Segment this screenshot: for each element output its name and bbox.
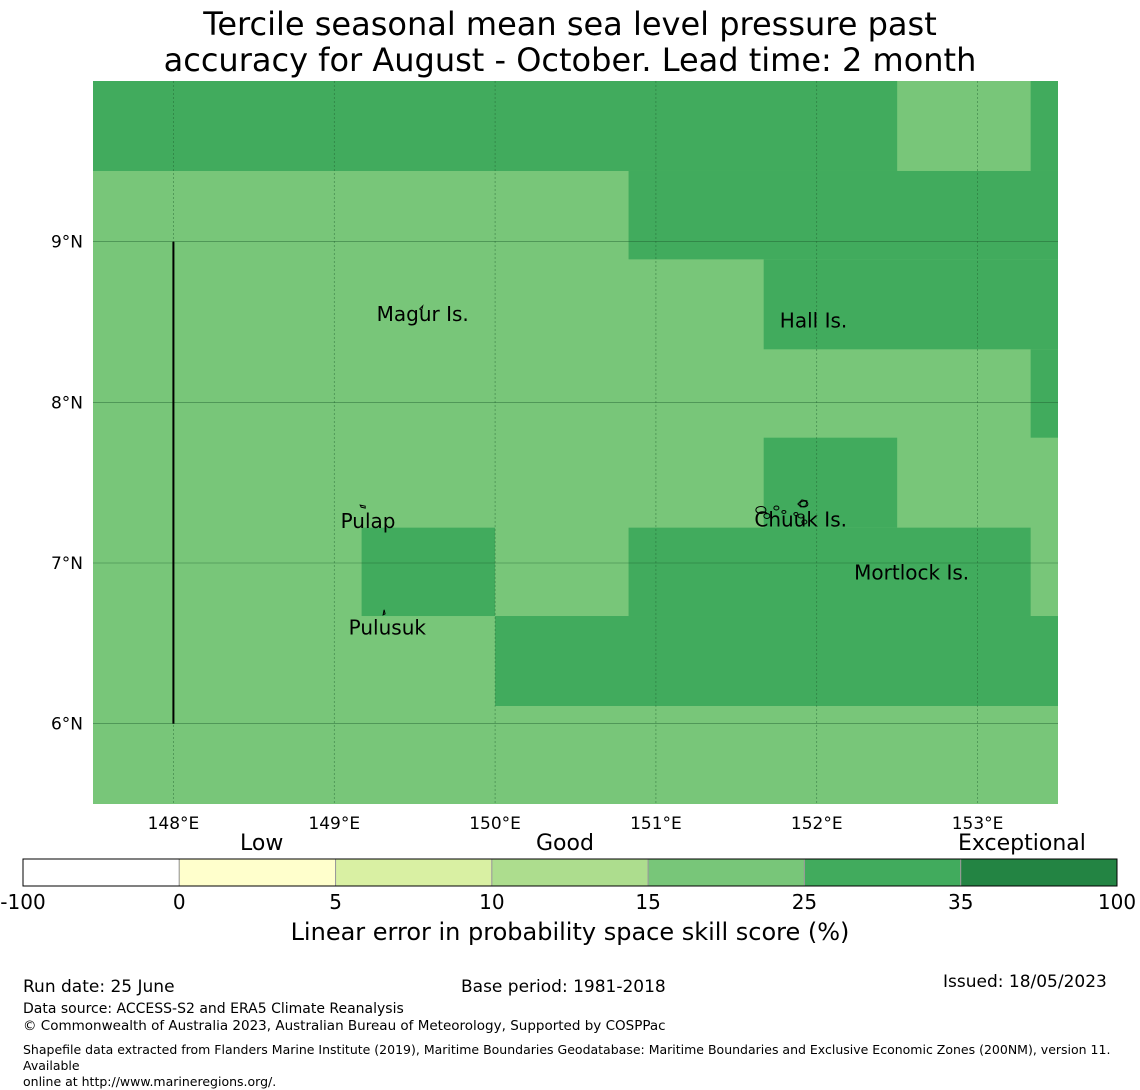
place-labels: Magur Is. Hall Is. Pulap Chuuk Is. Mortlock …	[341, 302, 970, 639]
longitude-tick-label: 152°E	[791, 814, 843, 834]
map-title: Tercile seasonal mean sea level pressure…	[0, 6, 1140, 78]
colorbar-segment	[22, 858, 180, 887]
colorbar-label: Linear error in probability space skill …	[290, 918, 850, 946]
skill-cell	[495, 616, 1058, 706]
coastlines	[359, 304, 809, 616]
skill-cell	[361, 527, 496, 617]
colorbar-tick-label: 35	[947, 890, 974, 914]
colorbar-segment	[491, 858, 649, 887]
map-title-line-1: Tercile seasonal mean sea level pressure…	[203, 5, 937, 43]
island-outline	[797, 513, 805, 519]
place-label: Chuuk Is.	[754, 508, 847, 532]
colorbar-category-low: Low	[240, 831, 284, 856]
longitude-tick-label: 149°E	[308, 814, 360, 834]
skill-cell	[763, 259, 1058, 350]
colorbar-tick-label: 0	[172, 890, 186, 914]
map-title-line-2: accuracy for August - October. Lead time…	[163, 41, 977, 79]
skill-map: Magur Is. Hall Is. Pulap Chuuk Is. Mortlock …	[51, 81, 1058, 834]
skill-cell	[628, 170, 1058, 260]
place-label: Hall Is.	[780, 308, 847, 332]
latitude-tick-label: 9°N	[51, 233, 83, 253]
skill-cell	[1030, 81, 1058, 171]
run-date: Run date: 25 June	[23, 977, 175, 997]
island-outline	[773, 505, 780, 511]
base-period: Base period: 1981-2018	[461, 977, 666, 997]
place-label: Mortlock Is.	[854, 561, 969, 585]
colorbar-tick-label: -100	[0, 890, 46, 914]
colorbar-tick-label: 10	[479, 890, 505, 914]
island-outline	[359, 504, 366, 509]
island-outline	[801, 519, 808, 525]
latitude-tick-label: 8°N	[51, 393, 83, 413]
place-label: Pulap	[341, 509, 396, 533]
skill-cells	[93, 81, 1058, 804]
island-outline	[781, 509, 787, 514]
island-outline	[418, 304, 424, 311]
latitude-tick-labels: 6°N 7°N 8°N 9°N	[51, 233, 83, 735]
colorbar-segment	[647, 858, 805, 887]
skill-cell	[628, 527, 1031, 617]
colorbar-outline	[22, 858, 1118, 887]
longitude-tick-label: 151°E	[630, 814, 682, 834]
island-outline	[382, 609, 386, 616]
colorbar-segment	[335, 858, 493, 887]
copyright: © Commonwealth of Australia 2023, Austra…	[23, 1018, 666, 1034]
graticule	[93, 81, 1058, 804]
colorbar-tick-label: 15	[635, 890, 661, 914]
colorbar-tick-label: 25	[791, 890, 818, 914]
shapefile-credit-line-2: online at http://www.marineregions.org/.	[23, 1074, 277, 1089]
island-outline	[763, 512, 771, 519]
latitude-tick-label: 7°N	[51, 554, 83, 574]
data-source: Data source: ACCESS-S2 and ERA5 Climate …	[23, 1001, 404, 1017]
colorbar-segment	[960, 858, 1118, 887]
latitude-tick-label: 6°N	[51, 715, 83, 735]
shapefile-credit: Shapefile data extracted from Flanders M…	[23, 1042, 1140, 1090]
colorbar-category-exceptional: Exceptional	[958, 831, 1086, 856]
colorbar-tick-label: 100	[1097, 890, 1137, 914]
longitude-tick-label: 153°E	[952, 814, 1004, 834]
longitude-tick-label: 148°E	[148, 814, 200, 834]
place-label: Magur Is.	[377, 302, 469, 326]
colorbar-tick-label: 5	[329, 890, 342, 914]
longitude-tick-label: 150°E	[469, 814, 521, 834]
skill-cell	[1030, 349, 1058, 438]
island-outline	[797, 499, 808, 508]
shapefile-credit-line-1: Shapefile data extracted from Flanders M…	[23, 1042, 1111, 1073]
island-outline	[755, 505, 767, 514]
colorbar-category-good: Good	[536, 831, 594, 856]
issued-date: Issued: 18/05/2023	[943, 972, 1107, 992]
longitude-tick-labels: 148°E 149°E 150°E 151°E 152°E 153°E	[148, 814, 1004, 834]
colorbar-segment	[803, 858, 962, 887]
colorbar	[22, 858, 1118, 887]
island-outline	[799, 500, 809, 508]
colorbar-segment	[178, 858, 337, 887]
island-outline	[793, 511, 799, 516]
place-label: Pulusuk	[349, 615, 427, 639]
